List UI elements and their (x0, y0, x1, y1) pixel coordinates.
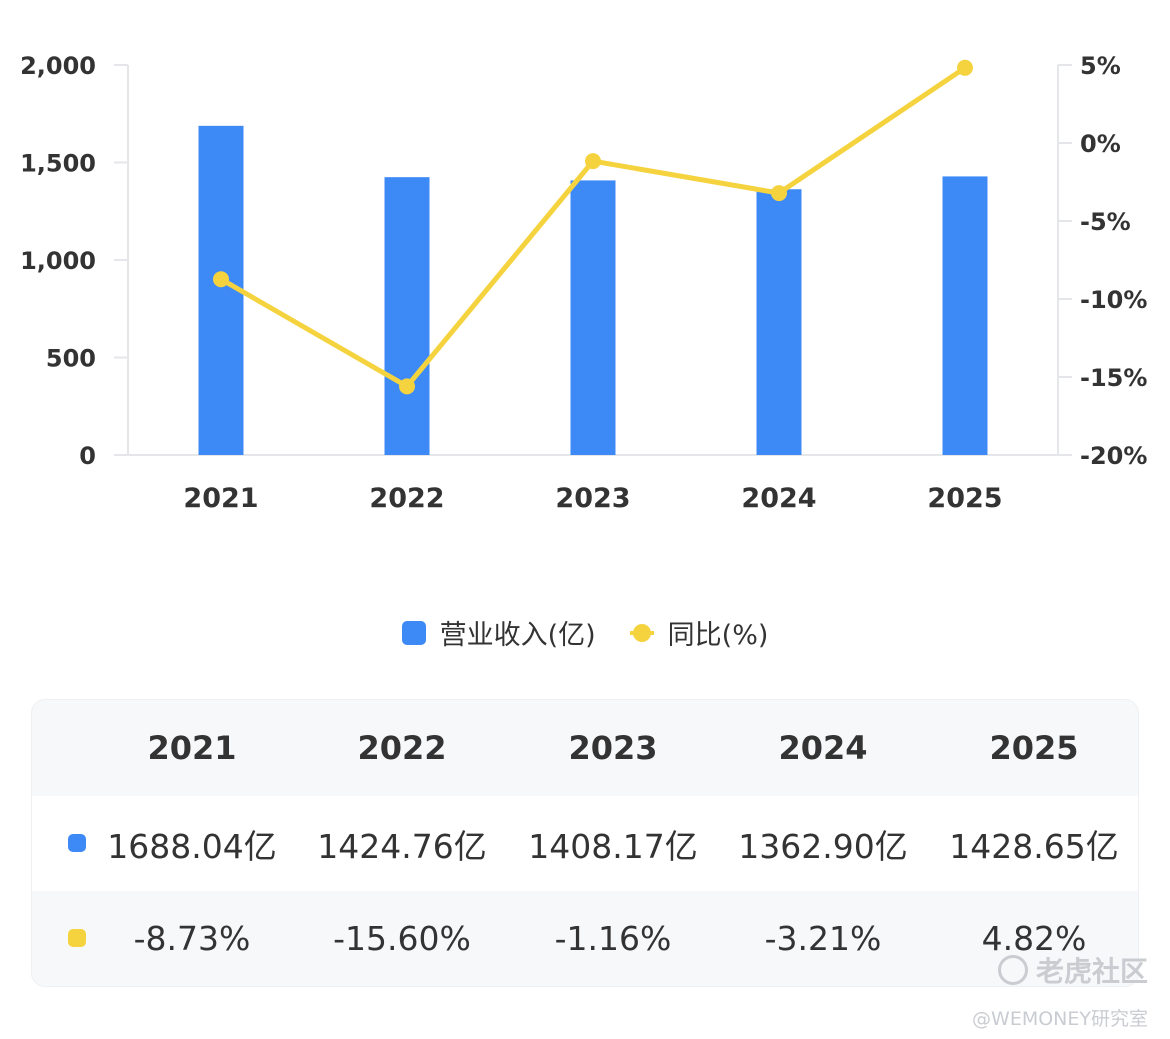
table-cell: 1408.17亿 (528, 826, 698, 866)
bar-series (198, 125, 988, 455)
yoy-point (585, 153, 601, 170)
table-cell: 1688.04亿 (107, 826, 277, 866)
left-tick-label: 1,500 (20, 150, 96, 178)
revenue-bar (570, 180, 616, 455)
table-cell: -3.21% (764, 919, 882, 958)
table-header-row: 2021 2022 2023 2024 2025 (32, 700, 1138, 795)
left-tick-label: 0 (79, 442, 96, 470)
table-cell: -1.16% (554, 919, 672, 958)
x-tick-label: 2024 (741, 483, 816, 514)
table-cell: -8.73% (133, 919, 251, 958)
revenue-bar (942, 176, 988, 455)
table-cell: 4.82% (981, 919, 1087, 958)
table-header-cell: 2024 (778, 728, 868, 767)
combo-chart: 0 500 1,000 1,500 2,000 5% 0% -5% -10% -15% -20% 20… (20, 52, 1147, 514)
revenue-row-marker (68, 834, 86, 852)
right-tick-label: -15% (1080, 364, 1147, 392)
watermark-brand: 老虎社区 (972, 950, 1148, 990)
x-tick-label: 2022 (369, 483, 444, 514)
right-tick-label: -10% (1080, 286, 1147, 314)
table-header-cell: 2021 (147, 728, 237, 767)
x-tick-label: 2025 (927, 483, 1002, 514)
left-tick-label: 2,000 (20, 52, 96, 80)
legend-revenue-label: 营业收入(亿) (439, 620, 596, 651)
right-tick-label: 5% (1080, 52, 1121, 80)
right-tick-label: -20% (1080, 442, 1147, 470)
left-tick-label: 1,000 (20, 247, 96, 275)
x-tick-label: 2023 (555, 483, 630, 514)
table-cell: 1362.90亿 (738, 826, 908, 866)
table-header-cell: 2025 (989, 728, 1079, 767)
right-tick-label: 0% (1080, 130, 1121, 158)
table-header-cell: 2023 (568, 728, 658, 767)
left-tick-label: 500 (46, 345, 96, 373)
table-row-yoy: -8.73% -15.60% -1.16% -3.21% 4.82% (32, 891, 1138, 986)
yoy-point (399, 378, 415, 395)
legend: 营业收入(亿) 同比(%) (0, 613, 1170, 652)
yoy-point (213, 271, 229, 288)
right-tick-label: -5% (1080, 208, 1131, 236)
legend-line-swatch (629, 621, 654, 645)
x-tick-label: 2021 (183, 483, 258, 514)
data-table: 2021 2022 2023 2024 2025 1688.04亿 1424.7… (31, 699, 1139, 987)
table-cell: 1424.76亿 (317, 826, 487, 866)
yoy-row-marker (68, 929, 86, 947)
watermark-brand-text: 老虎社区 (1035, 955, 1148, 988)
table-header-cell: 2022 (357, 728, 447, 767)
tiger-logo-icon (997, 955, 1028, 985)
watermark: 老虎社区 @WEMONEY研究室 (972, 950, 1148, 1031)
revenue-bar (384, 177, 430, 455)
axes: 0 500 1,000 1,500 2,000 5% 0% -5% -10% -15% -20% 20… (20, 52, 1147, 514)
legend-item-revenue[interactable]: 营业收入(亿) (401, 613, 596, 652)
legend-item-yoy[interactable]: 同比(%) (629, 613, 769, 652)
table-cell: 1428.65亿 (949, 826, 1119, 866)
yoy-point (957, 59, 973, 76)
revenue-bar (756, 189, 802, 455)
table-cell: -15.60% (333, 919, 471, 958)
legend-yoy-label: 同比(%) (667, 620, 769, 651)
table-row-revenue: 1688.04亿 1424.76亿 1408.17亿 1362.90亿 1428… (32, 796, 1138, 891)
yoy-point (771, 185, 787, 202)
watermark-user: @WEMONEY研究室 (972, 1008, 1148, 1030)
line-series (213, 59, 973, 395)
legend-bar-swatch (401, 620, 426, 645)
